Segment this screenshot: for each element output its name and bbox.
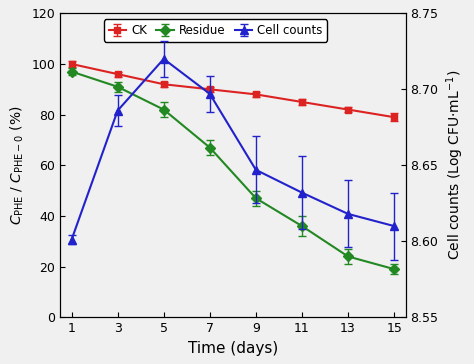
Y-axis label: Cell counts (Log CFU·mL$^{-1}$): Cell counts (Log CFU·mL$^{-1}$) (444, 70, 465, 260)
X-axis label: Time (days): Time (days) (188, 341, 278, 356)
Y-axis label: $C_{\rm PHE}$ / $C_{\rm PHE-0}$ (%): $C_{\rm PHE}$ / $C_{\rm PHE-0}$ (%) (9, 106, 26, 225)
Legend: CK, Residue, Cell counts: CK, Residue, Cell counts (104, 19, 328, 42)
